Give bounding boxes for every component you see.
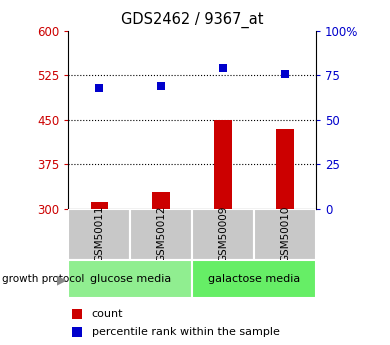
Text: growth protocol: growth protocol: [2, 275, 84, 284]
Title: GDS2462 / 9367_at: GDS2462 / 9367_at: [121, 12, 263, 28]
Text: glucose media: glucose media: [90, 275, 171, 284]
Bar: [254, 209, 316, 260]
Text: GSM50012: GSM50012: [156, 205, 166, 262]
Bar: [68, 260, 192, 298]
Bar: [276, 129, 294, 209]
Text: GSM50009: GSM50009: [218, 205, 228, 262]
Text: galactose media: galactose media: [208, 275, 300, 284]
Text: GSM50011: GSM50011: [94, 205, 104, 262]
Bar: [192, 209, 254, 260]
Text: ▶: ▶: [57, 273, 66, 286]
Bar: [152, 192, 170, 209]
Bar: [68, 209, 130, 260]
Bar: [192, 260, 316, 298]
Text: percentile rank within the sample: percentile rank within the sample: [92, 327, 280, 337]
Text: GSM50010: GSM50010: [280, 205, 290, 262]
Text: count: count: [92, 309, 123, 319]
Bar: [215, 120, 232, 209]
Bar: [130, 209, 192, 260]
Bar: [90, 201, 108, 209]
